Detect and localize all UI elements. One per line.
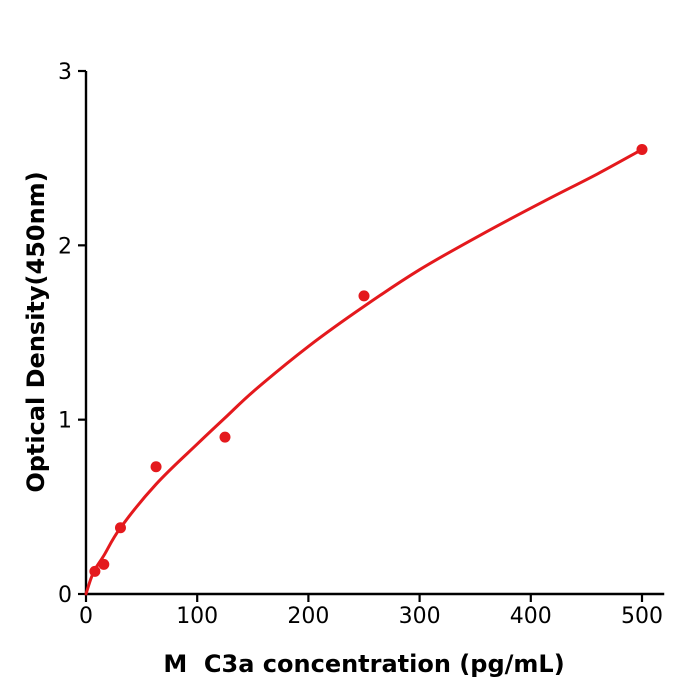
y-tick-label: 0 (58, 583, 72, 608)
y-tick-label: 3 (58, 60, 72, 85)
x-tick-label: 200 (287, 604, 329, 629)
data-point (636, 143, 648, 155)
x-tick-label: 500 (621, 604, 663, 629)
y-tick-label: 1 (58, 409, 72, 434)
data-point (358, 290, 370, 302)
y-axis-title: Optical Density(450nm) (22, 171, 50, 493)
x-tick-label: 0 (79, 604, 93, 629)
y-tick-label: 2 (58, 234, 72, 259)
data-points (89, 143, 648, 577)
data-point (114, 522, 126, 534)
x-tick-label: 100 (176, 604, 218, 629)
data-point (98, 558, 110, 570)
x-tick-label: 400 (510, 604, 552, 629)
fit-line (84, 148, 644, 596)
data-point (150, 461, 162, 473)
data-point (89, 565, 101, 577)
x-axis-title: M C3a concentration (pg/mL) (163, 650, 565, 678)
x-tick-label: 300 (399, 604, 441, 629)
y-axis: 0 1 2 3 (58, 60, 88, 608)
data-point (219, 431, 231, 443)
x-axis: 0 100 200 300 400 500 (79, 592, 665, 629)
